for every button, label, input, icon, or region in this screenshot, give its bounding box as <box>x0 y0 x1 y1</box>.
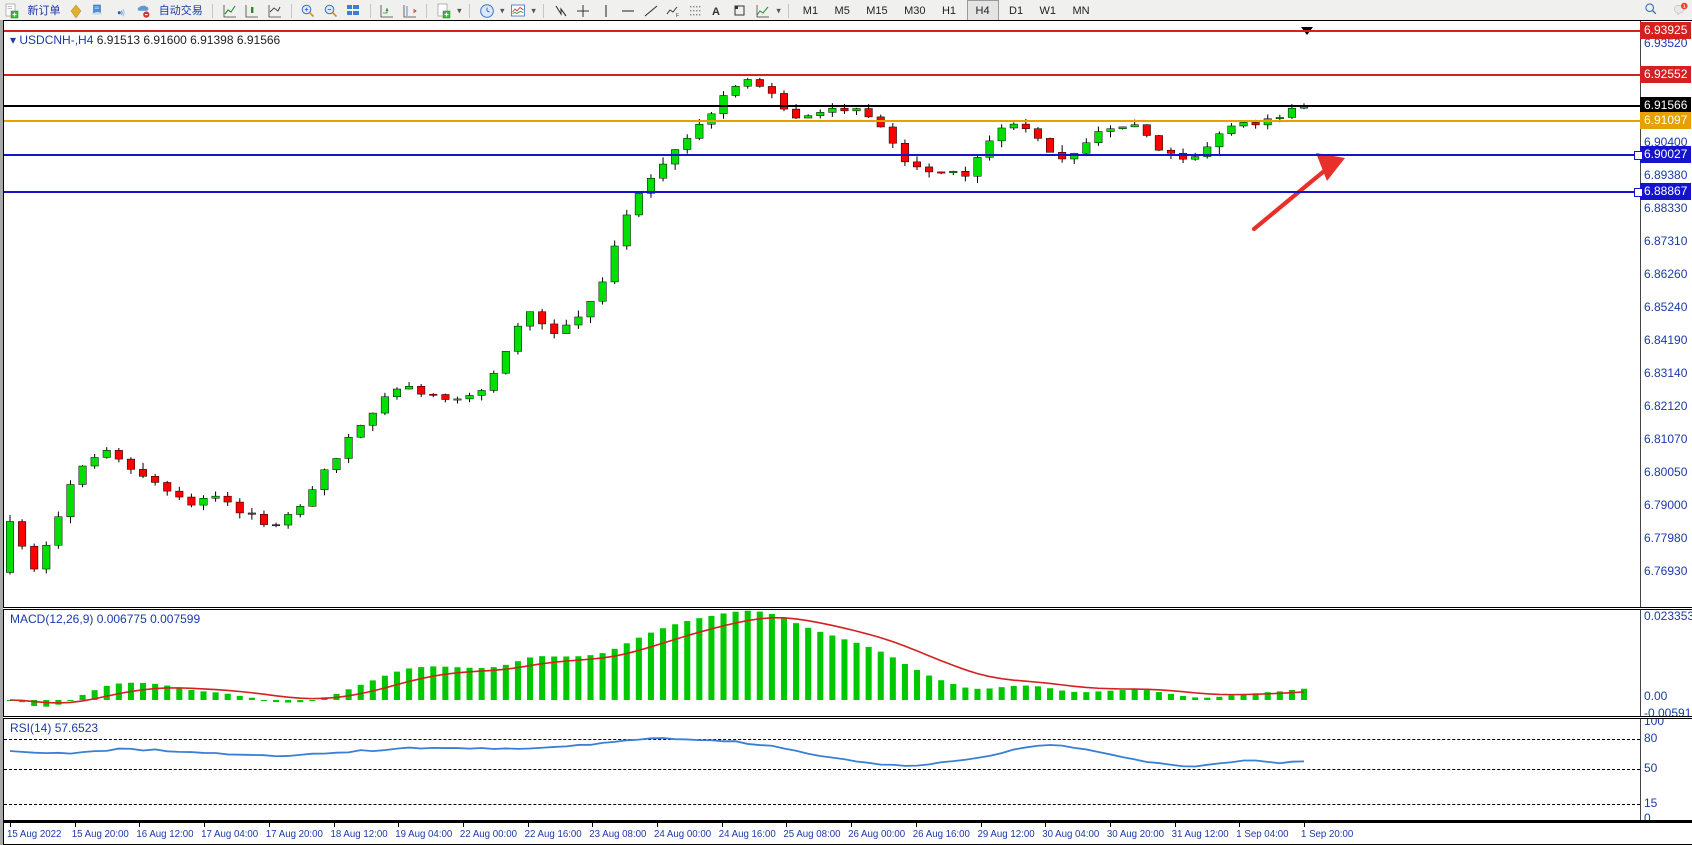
svg-text:A: A <box>712 6 720 18</box>
svg-text:1: 1 <box>1683 4 1686 10</box>
svg-text:F: F <box>676 13 679 19</box>
